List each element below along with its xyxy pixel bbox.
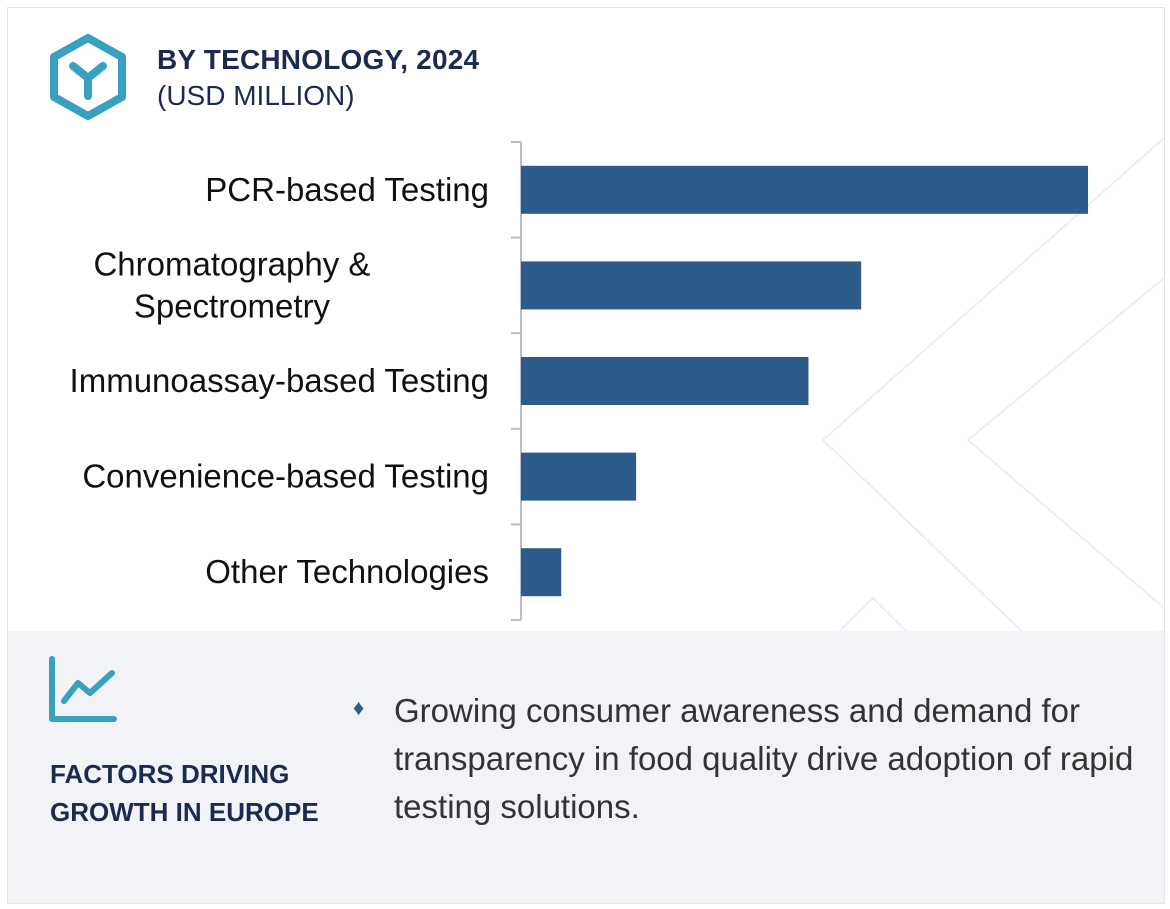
chart-title: BY TECHNOLOGY, 2024 [157, 44, 480, 75]
category-label: PCR-based Testing [205, 171, 489, 208]
factors-title: FACTORS DRIVING GROWTH IN EUROPE [50, 759, 319, 827]
hexagon-y-icon [50, 34, 126, 120]
bar-chart: PCR-based Testing Chromatography & Spectro… [70, 141, 1088, 621]
category-label: Convenience-based Testing [82, 458, 489, 495]
chart-subtitle: (USD MILLION) [157, 80, 355, 111]
trend-line-icon [49, 656, 117, 722]
bar [521, 548, 562, 597]
category-label: Other Technologies [205, 553, 489, 590]
factors-panel: FACTORS DRIVING GROWTH IN EUROPE ♦ Growi… [8, 631, 1164, 903]
bar [521, 357, 809, 405]
bar [521, 165, 1088, 214]
category-label: Chromatography & Spectrometry [93, 245, 370, 324]
bar [521, 261, 862, 310]
chart-card: BY TECHNOLOGY, 2024 (USD MILLION) PCR-ba… [7, 7, 1165, 904]
category-label: Immunoassay-based Testing [70, 362, 489, 399]
bar [521, 452, 637, 501]
diamond-bullet-icon: ♦ [353, 695, 365, 720]
factor-bullet-text: Growing consumer awareness and demand fo… [394, 692, 1134, 825]
